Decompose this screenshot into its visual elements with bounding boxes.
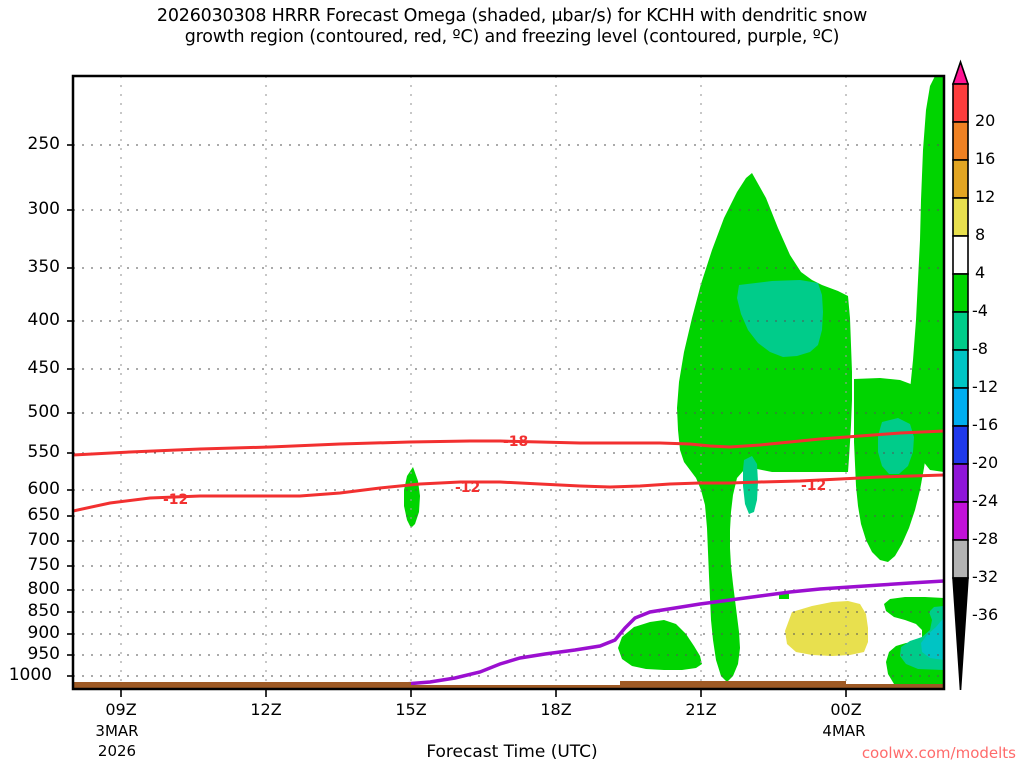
- y-tick-600: 600: [27, 479, 60, 499]
- x-tick-21z: 21Z: [685, 700, 717, 719]
- contour-dendritic-upper: [73, 429, 944, 457]
- x-tick-00z: 00Z: [830, 700, 862, 719]
- colorbar-label-m24: -24: [972, 491, 999, 510]
- omega-region-sliver-15z: [404, 467, 420, 528]
- attribution-link[interactable]: coolwx.com/modelts: [861, 744, 1016, 762]
- x-axis-title: Forecast Time (UTC): [426, 742, 598, 762]
- colorbar-label-4: 4: [975, 263, 986, 282]
- contour-freezing-level: [404, 579, 944, 686]
- y-tick-900: 900: [27, 623, 60, 643]
- colorbar-swatch-4: [952, 235, 969, 275]
- y-axis-ticks: [67, 144, 73, 677]
- omega-core-embedded: [737, 280, 823, 357]
- chart-title: 2026030308 HRRR Forecast Omega (shaded, …: [0, 6, 1024, 48]
- y-tick-850: 850: [27, 601, 60, 621]
- y-tick-1000: 1000: [8, 665, 52, 685]
- y-tick-650: 650: [27, 505, 60, 525]
- colorbar-over-arrow: [951, 59, 970, 85]
- colorbar-swatch-m20: [952, 425, 969, 465]
- x-tick-12z: 12Z: [250, 700, 282, 719]
- y-tick-300: 300: [27, 199, 60, 219]
- contour-label-lower-12-right: -12: [801, 478, 827, 494]
- y-tick-700: 700: [27, 530, 60, 550]
- x-tick-09z-year: 2026: [97, 742, 137, 760]
- chart-title-line1: 2026030308 HRRR Forecast Omega (shaded, …: [156, 6, 868, 26]
- colorbar-label-12: 12: [975, 187, 996, 206]
- x-tick-09z-date: 3MAR: [95, 722, 139, 740]
- colorbar-label-8: 8: [975, 225, 986, 244]
- colorbar-label-m20: -20: [972, 453, 999, 472]
- omega-core-lower-left: [743, 456, 758, 514]
- y-tick-400: 400: [27, 310, 60, 330]
- contour-label-lower-12-mid: -12: [455, 480, 481, 496]
- colorbar-label-m8: -8: [972, 339, 988, 358]
- colorbar: [951, 59, 970, 691]
- y-tick-950: 950: [27, 644, 60, 664]
- omega-region-tiny-nub: [779, 594, 789, 599]
- omega-region-top-right-edge: [909, 76, 944, 472]
- y-tick-350: 350: [27, 257, 60, 277]
- colorbar-swatch-8: [952, 197, 969, 237]
- grid-horizontal: [73, 144, 944, 677]
- contour-label-lower-12-left: -12: [163, 492, 189, 508]
- shaded-omega-field: [404, 76, 944, 689]
- colorbar-label-16: 16: [975, 149, 996, 168]
- colorbar-label-m36: -36: [972, 605, 999, 624]
- colorbar-label-m16: -16: [972, 415, 999, 434]
- x-tick-09z: 09Z: [105, 700, 137, 719]
- colorbar-swatch-m24: [952, 463, 969, 503]
- colorbar-label-m28: -28: [972, 529, 999, 548]
- colorbar-swatch-m16: [952, 387, 969, 427]
- colorbar-label-m12: -12: [972, 377, 999, 396]
- plot-frame: [71, 74, 946, 691]
- y-tick-250: 250: [27, 134, 60, 154]
- chart-title-line2: growth region (contoured, red, ºC) and f…: [184, 27, 840, 47]
- contour-dendritic-lower: [73, 473, 944, 513]
- colorbar-swatch-20: [952, 83, 969, 123]
- colorbar-swatch-m32: [952, 539, 969, 579]
- y-tick-500: 500: [27, 402, 60, 422]
- x-axis-ticks: [120, 689, 847, 697]
- x-tick-15z: 15Z: [395, 700, 427, 719]
- colorbar-swatch-16: [952, 121, 969, 161]
- colorbar-swatch-m4: [952, 273, 969, 313]
- contour-label-upper-18: -18: [503, 434, 529, 450]
- colorbar-swatch-12: [952, 159, 969, 199]
- terrain-band: [73, 681, 944, 689]
- colorbar-label-20: 20: [975, 111, 996, 130]
- colorbar-swatch-m28: [952, 501, 969, 541]
- y-tick-550: 550: [27, 442, 60, 462]
- y-tick-450: 450: [27, 358, 60, 378]
- colorbar-swatch-m8: [952, 311, 969, 351]
- colorbar-label-m4: -4: [972, 301, 988, 320]
- omega-region-subsidence-yellow: [785, 601, 868, 656]
- colorbar-label-m32: -32: [972, 567, 999, 586]
- x-tick-00z-date: 4MAR: [822, 722, 866, 740]
- omega-region-low-right-cyan: [921, 618, 944, 660]
- y-tick-800: 800: [27, 579, 60, 599]
- y-tick-750: 750: [27, 555, 60, 575]
- grid-vertical: [120, 76, 847, 689]
- colorbar-under-arrow: [952, 577, 969, 691]
- colorbar-swatch-m12: [952, 349, 969, 389]
- x-tick-18z: 18Z: [540, 700, 572, 719]
- omega-region-low-level-patch: [618, 620, 702, 670]
